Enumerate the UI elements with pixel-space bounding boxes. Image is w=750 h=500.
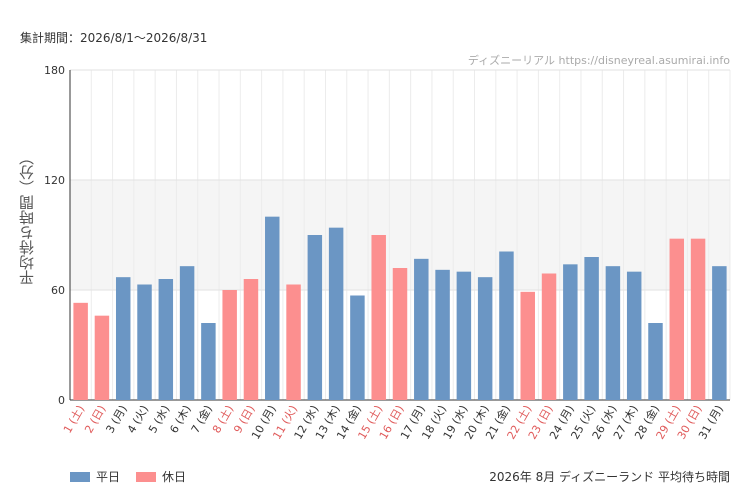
legend-swatch-weekday (70, 471, 90, 482)
bar (222, 290, 237, 400)
y-tick-label: 180 (44, 64, 65, 77)
bar (456, 271, 472, 400)
bar (414, 258, 429, 400)
bar (328, 227, 344, 400)
bar (115, 277, 131, 400)
bar (520, 291, 535, 400)
bar (201, 323, 216, 400)
y-tick-label: 120 (44, 174, 65, 187)
bar (499, 251, 514, 400)
bar (435, 269, 450, 400)
legend-item-weekday: 平日 (70, 468, 120, 485)
bar (626, 271, 642, 400)
bar (243, 279, 259, 400)
legend-item-holiday: 休日 (136, 468, 186, 485)
bar (712, 266, 727, 400)
chart-legend: 平日 休日 (70, 468, 186, 485)
y-tick-label: 0 (58, 394, 65, 407)
legend-label-weekday: 平日 (96, 470, 121, 484)
bar (584, 257, 599, 400)
bar (179, 266, 195, 400)
bar (158, 279, 174, 400)
bar (73, 302, 88, 400)
y-tick-label: 60 (51, 284, 65, 297)
bar (690, 238, 706, 400)
site-watermark: ディズニーリアル https://disneyreal.asumirai.inf… (467, 54, 730, 67)
legend-swatch-holiday (136, 471, 157, 482)
bar (477, 277, 493, 400)
bar (286, 284, 301, 400)
bar (648, 323, 663, 400)
bar (307, 235, 323, 400)
bar (137, 284, 152, 400)
bar (350, 295, 365, 400)
bar (541, 273, 557, 400)
bar (265, 216, 280, 400)
bar (392, 268, 408, 400)
bar (94, 315, 110, 400)
bar (669, 238, 685, 400)
collection-period: 集計期間：2026/8/1〜2026/8/31 (20, 31, 208, 45)
bar (371, 235, 386, 400)
chart-caption: 2026年 8月 ディズニーランド 平均待ち時間 (489, 470, 730, 484)
legend-label-holiday: 休日 (162, 470, 187, 484)
bar (605, 266, 621, 400)
bar (563, 264, 578, 400)
